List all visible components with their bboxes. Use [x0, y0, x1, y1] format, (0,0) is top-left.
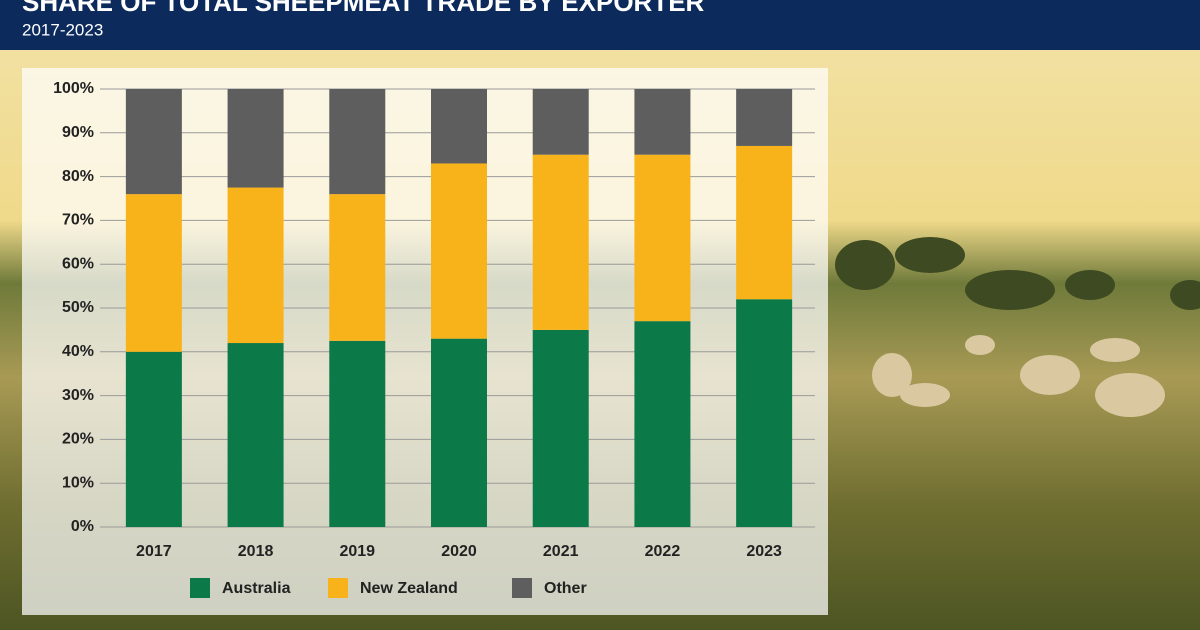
y-tick-label: 20% [62, 431, 94, 448]
y-tick-label: 80% [62, 168, 94, 185]
bar-segment [532, 89, 589, 155]
bar-segment [329, 89, 386, 195]
bar-segment [125, 89, 182, 195]
legend-swatch [512, 578, 532, 598]
x-tick-label: 2018 [238, 543, 274, 560]
y-tick-label: 60% [62, 255, 94, 272]
x-tick-label: 2023 [746, 543, 782, 560]
bar-segment [532, 329, 589, 527]
bar-segment [532, 154, 589, 330]
bar-segment [736, 145, 793, 300]
y-tick-label: 70% [62, 212, 94, 229]
bar-segment [736, 89, 793, 146]
y-tick-label: 100% [53, 80, 94, 97]
bar-segment [125, 351, 182, 527]
sheep [872, 335, 1165, 417]
legend-swatch [328, 578, 348, 598]
y-tick-label: 40% [62, 343, 94, 360]
x-tick-label: 2022 [645, 543, 681, 560]
y-tick-label: 90% [62, 124, 94, 141]
x-tick-label: 2020 [441, 543, 477, 560]
bar-segment [634, 154, 691, 322]
legend-swatch [190, 578, 210, 598]
y-tick-label: 0% [71, 518, 94, 535]
y-tick-label: 10% [62, 474, 94, 491]
bar-segment [329, 340, 386, 527]
bar-segment [329, 194, 386, 341]
bar-segment [431, 89, 487, 164]
bar-segment [227, 343, 284, 527]
bar-segment [634, 89, 691, 155]
y-tick-label: 50% [62, 299, 94, 316]
legend-label: Australia [222, 580, 291, 597]
bar-segment [634, 321, 691, 527]
bar-segment [736, 299, 793, 527]
chart-title: SHARE OF TOTAL SHEEPMEAT TRADE BY EXPORT… [22, 0, 705, 17]
trees [835, 237, 1200, 310]
header-bar [0, 0, 1200, 50]
chart-subtitle: 2017-2023 [22, 20, 103, 39]
x-tick-label: 2017 [136, 543, 172, 560]
bar-segment [125, 194, 182, 352]
legend-label: Other [544, 580, 587, 597]
x-tick-label: 2021 [543, 543, 579, 560]
bar-segment [227, 89, 284, 188]
x-tick-label: 2019 [339, 543, 375, 560]
y-tick-label: 30% [62, 387, 94, 404]
bar-segment [227, 187, 284, 344]
bar-segment [431, 163, 487, 339]
bar-segment [431, 338, 487, 527]
legend-label: New Zealand [360, 580, 458, 597]
